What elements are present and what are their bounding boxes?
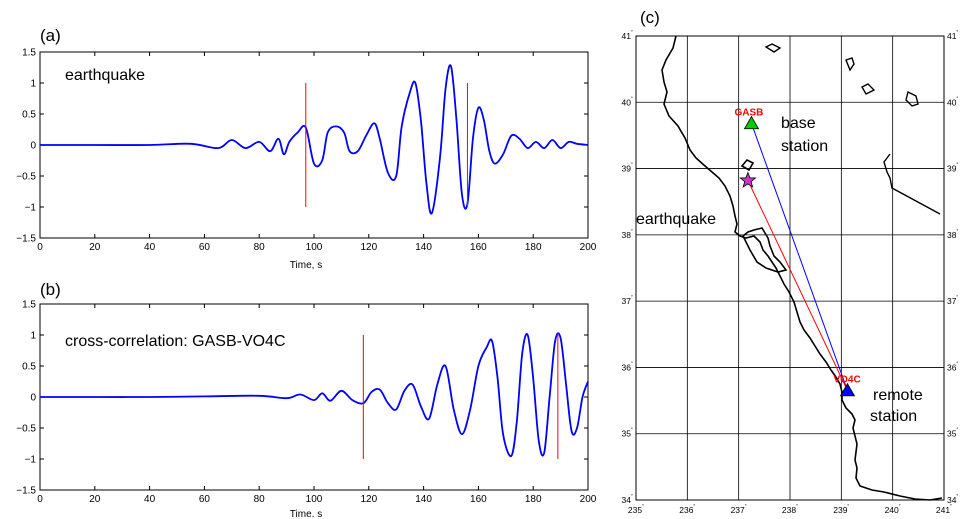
- y-tick-label: 1.5: [22, 300, 36, 311]
- latitude-tick-label-left: 39˚: [622, 163, 633, 174]
- base-station-caption-line1: base: [781, 115, 816, 132]
- x-tick-label: 140: [415, 242, 432, 253]
- x-tick-label: 120: [360, 494, 377, 505]
- seismogram-trace: [40, 332, 589, 457]
- y-tick-label: 0: [30, 393, 36, 404]
- y-tick-label: 0.5: [22, 110, 36, 121]
- longitude-tick-label: 235˚: [628, 504, 644, 515]
- longitude-tick-label: 238˚: [782, 504, 798, 515]
- latitude-tick-label-left: 41˚: [622, 30, 633, 41]
- x-tick-label: 20: [89, 242, 101, 253]
- panel-b-plot-area: 0 20 40 60 80 100 120 140 160 180 200 1.5 1 0.5 0 −0.5 −…: [16, 300, 597, 506]
- ray-path-earthquake-vo4c: [747, 180, 848, 391]
- x-tick-label: 200: [580, 494, 597, 505]
- latitude-tick-label-left: 37˚: [622, 295, 633, 306]
- panel-c-tag: (c): [640, 8, 660, 27]
- latitude-tick-label-right: 37˚: [947, 295, 958, 306]
- x-tick-label: 40: [144, 242, 156, 253]
- y-tick-label: −0.5: [16, 172, 36, 183]
- panel-b-tag: (b): [40, 280, 61, 299]
- x-tick-label: 160: [470, 494, 487, 505]
- latitude-tick-label-right: 41˚: [947, 30, 958, 41]
- x-tick-label: 80: [254, 494, 266, 505]
- latitude-tick-label-left: 40˚: [622, 96, 633, 107]
- state-border: [764, 43, 941, 215]
- latitude-tick-label-right: 34˚: [947, 494, 958, 505]
- vo4c-station-marker: [839, 382, 856, 397]
- ray-path-gasb-vo4c: [751, 123, 848, 391]
- x-tick-label: 100: [306, 494, 323, 505]
- base-station-caption-line2: station: [781, 138, 828, 155]
- gasb-station-label: GASB: [735, 107, 764, 118]
- latitude-tick-label-right: 39˚: [947, 163, 958, 174]
- latitude-tick-label-left: 36˚: [622, 361, 633, 372]
- earthquake-caption: earthquake: [636, 211, 716, 228]
- y-tick-label: −1.5: [16, 486, 36, 497]
- panel-a-xlabel: Time, s: [290, 260, 322, 271]
- x-tick-label: 200: [580, 242, 597, 253]
- latitude-tick-label-left: 35˚: [622, 428, 633, 439]
- y-tick-label: 1.5: [22, 48, 36, 59]
- longitude-tick-label: 236˚: [679, 504, 695, 515]
- seismogram-trace: [40, 64, 589, 215]
- longitude-tick-label: 241˚: [936, 504, 952, 515]
- y-tick-label: 1: [30, 79, 36, 90]
- x-tick-label: 180: [525, 494, 542, 505]
- panel-a-tag: (a): [40, 26, 61, 45]
- panel-b-annotation: cross-correlation: GASB-VO4C: [65, 333, 286, 350]
- longitude-tick-label: 240˚: [885, 504, 901, 515]
- x-tick-label: 60: [199, 494, 211, 505]
- x-tick-label: 80: [254, 242, 266, 253]
- x-tick-label: 160: [470, 242, 487, 253]
- latitude-tick-label-left: 38˚: [622, 229, 633, 240]
- remote-station-caption-line2: station: [870, 408, 917, 425]
- x-tick-label: 0: [37, 242, 43, 253]
- x-tick-label: 140: [415, 494, 432, 505]
- y-tick-label: −1.5: [16, 234, 36, 245]
- panel-a-plot-area: 0 20 40 60 80 100 120 140 160 180 200 1.5 1 0.5 0 −0.5 −…: [16, 48, 597, 254]
- latitude-tick-label-right: 40˚: [947, 96, 958, 107]
- ray-paths: [747, 123, 848, 391]
- longitude-tick-label: 237˚: [731, 504, 747, 515]
- vo4c-station-label: VO4C: [833, 375, 860, 386]
- latitude-tick-label-right: 38˚: [947, 229, 958, 240]
- x-tick-label: 100: [306, 242, 323, 253]
- x-tick-label: 180: [525, 242, 542, 253]
- latitude-tick-label-right: 35˚: [947, 428, 958, 439]
- panel-b-xlabel: Time. s: [290, 509, 322, 519]
- panel-c-station-map: (c) 235˚ 236˚ 237˚ 238˚ 239˚ 240˚ 241˚ 41˚ 41˚ 40…: [622, 8, 959, 515]
- gasb-station-marker: [743, 115, 760, 130]
- latitude-tick-label-right: 36˚: [947, 361, 958, 372]
- x-tick-label: 60: [199, 242, 211, 253]
- earthquake-epicenter-star: [739, 171, 757, 188]
- x-tick-label: 120: [360, 242, 377, 253]
- y-tick-label: −1: [25, 203, 37, 214]
- panel-b-cross-correlation-plot: (b) 0 20 40 60 80 100 120 140 160 180 2001.510.50−…: [16, 280, 597, 519]
- x-tick-label: 40: [144, 494, 156, 505]
- y-tick-label: 0.5: [22, 362, 36, 373]
- map-grid: 235˚ 236˚ 237˚ 238˚ 239˚ 240˚ 241˚ 41˚ 41˚ 40˚ 40˚…: [622, 30, 959, 515]
- panel-a-earthquake-plot: (a) 0 20 40 60 80 100 120 140 160 180 2001.510.50−…: [16, 26, 597, 271]
- latitude-tick-label-left: 34˚: [622, 494, 633, 505]
- station-markers: [739, 115, 856, 397]
- y-tick-label: −1: [25, 455, 37, 466]
- coastline: [661, 35, 943, 501]
- x-tick-label: 20: [89, 494, 101, 505]
- longitude-tick-label: 239˚: [833, 504, 849, 515]
- panel-a-annotation: earthquake: [65, 67, 145, 84]
- remote-station-caption-line1: remote: [873, 387, 923, 404]
- y-tick-label: 0: [30, 141, 36, 152]
- y-tick-label: 1: [30, 331, 36, 342]
- y-tick-label: −0.5: [16, 424, 36, 435]
- x-tick-label: 0: [37, 494, 43, 505]
